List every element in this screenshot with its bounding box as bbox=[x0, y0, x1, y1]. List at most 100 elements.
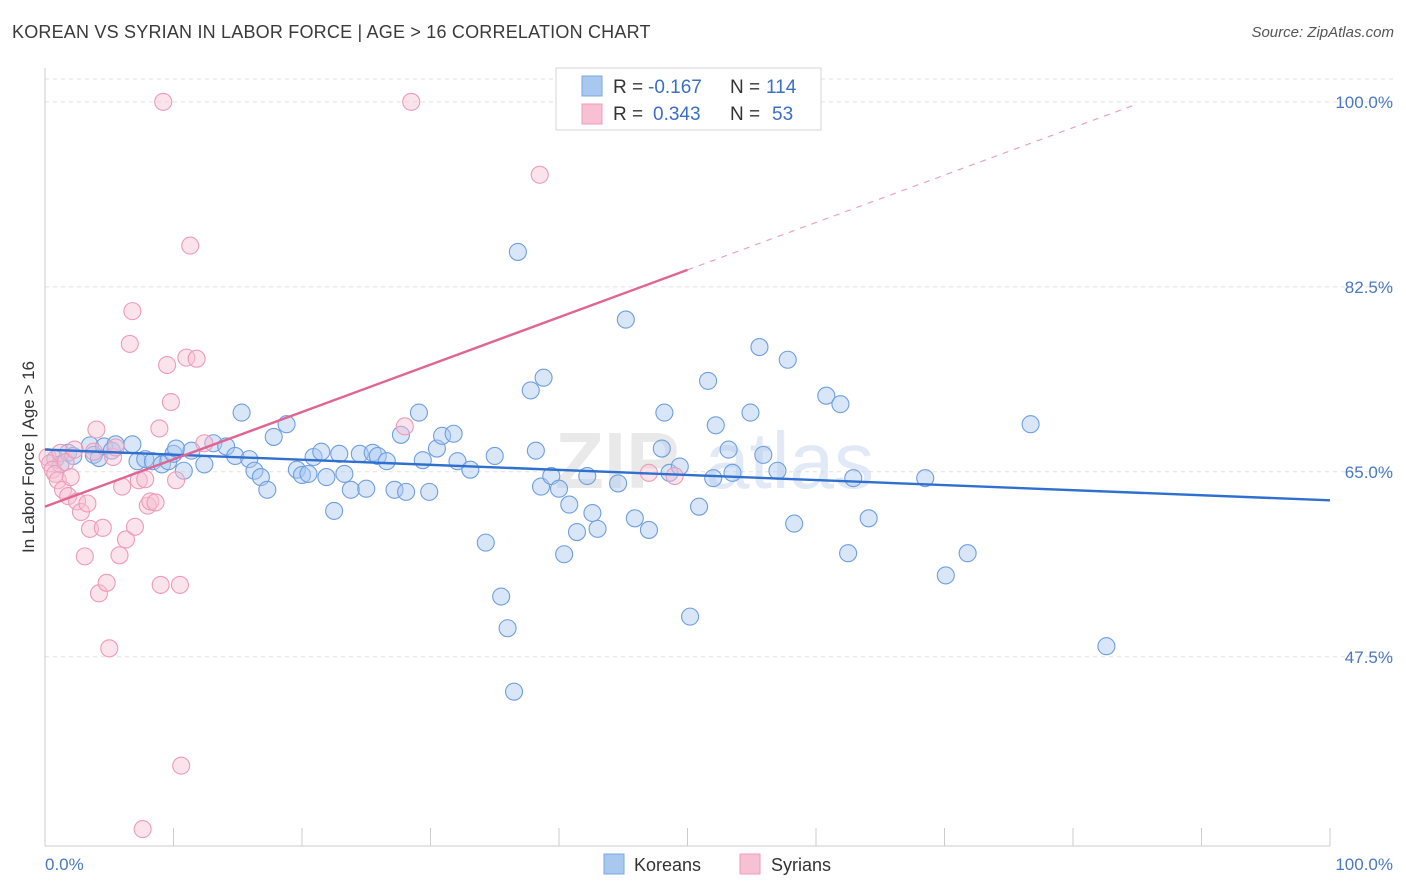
point-koreans-100 bbox=[859, 509, 878, 528]
point-koreans-45 bbox=[377, 452, 396, 471]
point-syrians-9 bbox=[61, 468, 80, 487]
watermark-atlas: atlas bbox=[705, 416, 874, 505]
point-syrians-32 bbox=[136, 470, 155, 489]
point-koreans-93 bbox=[768, 461, 787, 480]
point-syrians-26 bbox=[116, 530, 136, 549]
point-koreans-61 bbox=[504, 682, 524, 701]
legend-n-value-syrians: 53 bbox=[772, 104, 793, 125]
y-tick-labels: 100.0% 82.5% 65.0% 47.5% bbox=[1335, 93, 1393, 667]
point-syrians-42 bbox=[170, 575, 189, 594]
legend-n-value-koreans: 114 bbox=[766, 77, 797, 98]
point-koreans-17 bbox=[167, 439, 186, 458]
point-koreans-50 bbox=[413, 451, 432, 470]
legend-r-label-syrians: R = bbox=[613, 104, 643, 125]
point-syrians-49 bbox=[402, 92, 421, 111]
point-koreans-60 bbox=[498, 619, 517, 638]
legend-r-value-syrians: 0.343 bbox=[653, 104, 701, 125]
point-koreans-68 bbox=[549, 479, 569, 498]
point-koreans-77 bbox=[625, 509, 644, 528]
bottom-legend-swatch-syrians bbox=[739, 853, 761, 875]
legend-r-label-koreans: R = bbox=[613, 77, 643, 98]
point-syrians-13 bbox=[75, 547, 94, 566]
point-syrians-5 bbox=[51, 443, 70, 462]
point-koreans-92 bbox=[754, 445, 773, 464]
watermark-zip: ZIP bbox=[555, 416, 679, 505]
point-koreans-96 bbox=[817, 386, 836, 405]
point-syrians-17 bbox=[87, 420, 106, 439]
point-syrians-36 bbox=[150, 419, 169, 438]
point-koreans-10 bbox=[123, 435, 142, 454]
point-syrians-24 bbox=[110, 546, 129, 565]
bottom-legend-koreans: Koreans bbox=[634, 855, 701, 875]
point-koreans-54 bbox=[444, 424, 463, 443]
point-koreans-104 bbox=[1021, 415, 1040, 434]
point-syrians-37 bbox=[151, 575, 170, 594]
point-koreans-75 bbox=[609, 474, 628, 493]
point-koreans-70 bbox=[560, 495, 579, 514]
point-syrians-20 bbox=[97, 573, 116, 592]
y-tick-label-3: 47.5% bbox=[1345, 648, 1393, 667]
point-syrians-50 bbox=[530, 165, 549, 184]
point-koreans-38 bbox=[330, 444, 349, 463]
point-syrians-14 bbox=[78, 494, 97, 513]
x-tick-label-left: 0.0% bbox=[45, 855, 84, 874]
point-koreans-56 bbox=[461, 460, 480, 479]
point-koreans-85 bbox=[699, 371, 718, 390]
bottom-legend-swatch-koreans bbox=[603, 853, 625, 875]
point-koreans-101 bbox=[916, 469, 935, 488]
point-syrians-52 bbox=[665, 466, 684, 486]
point-syrians-19 bbox=[93, 518, 112, 537]
point-koreans-44 bbox=[368, 446, 387, 465]
grid-lines bbox=[45, 78, 1395, 658]
y-tick-label-0: 100.0% bbox=[1335, 93, 1393, 112]
point-syrians-27 bbox=[120, 334, 139, 353]
point-koreans-71 bbox=[567, 523, 587, 542]
point-koreans-48 bbox=[397, 482, 416, 501]
chart-title: KOREAN VS SYRIAN IN LABOR FORCE | AGE > … bbox=[12, 22, 651, 42]
y-tick-label-1: 82.5% bbox=[1345, 278, 1393, 297]
point-syrians-45 bbox=[181, 236, 200, 255]
point-koreans-87 bbox=[706, 416, 725, 435]
point-koreans-89 bbox=[723, 463, 742, 482]
point-koreans-42 bbox=[357, 479, 376, 498]
point-koreans-20 bbox=[195, 455, 214, 474]
point-koreans-51 bbox=[420, 482, 439, 501]
trend-lines bbox=[44, 103, 1331, 508]
point-koreans-63 bbox=[521, 381, 540, 400]
point-koreans-76 bbox=[616, 310, 635, 329]
point-koreans-78 bbox=[639, 520, 659, 539]
point-koreans-57 bbox=[476, 533, 495, 552]
point-koreans-64 bbox=[526, 441, 545, 460]
y-axis-label: In Labor Force | Age > 16 bbox=[19, 361, 38, 553]
point-syrians-15 bbox=[80, 519, 100, 538]
point-koreans-79 bbox=[652, 439, 671, 458]
point-koreans-80 bbox=[655, 403, 674, 422]
trend-line-koreans bbox=[44, 448, 1331, 502]
point-koreans-99 bbox=[844, 469, 863, 488]
point-koreans-88 bbox=[719, 440, 738, 459]
point-koreans-105 bbox=[1097, 637, 1116, 656]
watermark: ZIP atlas bbox=[555, 416, 874, 505]
legend-swatch-syrians bbox=[581, 103, 603, 125]
point-koreans-47 bbox=[391, 425, 410, 444]
point-koreans-73 bbox=[583, 503, 602, 523]
legend-r-value-koreans: -0.167 bbox=[648, 77, 702, 98]
point-syrians-39 bbox=[158, 355, 177, 375]
point-koreans-98 bbox=[839, 544, 858, 563]
point-syrians-28 bbox=[123, 302, 142, 321]
point-koreans-83 bbox=[681, 607, 700, 626]
point-koreans-69 bbox=[555, 545, 574, 564]
point-syrians-29 bbox=[125, 517, 144, 536]
point-koreans-103 bbox=[958, 544, 977, 563]
point-koreans-28 bbox=[258, 480, 277, 499]
point-koreans-37 bbox=[325, 501, 344, 520]
point-koreans-40 bbox=[341, 480, 360, 499]
point-syrians-48 bbox=[395, 417, 414, 436]
trend-line-syrians bbox=[44, 268, 688, 508]
point-koreans-97 bbox=[831, 395, 850, 414]
point-koreans-29 bbox=[264, 427, 283, 446]
point-koreans-90 bbox=[741, 403, 760, 422]
point-koreans-46 bbox=[385, 480, 404, 499]
point-syrians-40 bbox=[161, 392, 180, 412]
